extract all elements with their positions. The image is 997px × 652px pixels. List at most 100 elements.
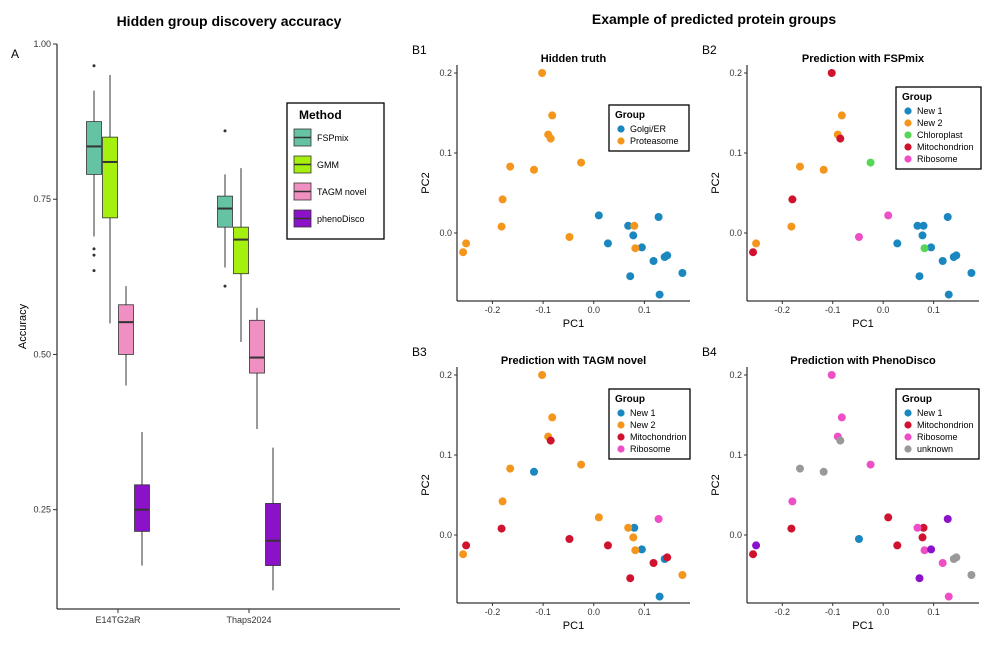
y-axis-label: PC2 [420, 474, 432, 495]
panel-title: Hidden truth [541, 53, 607, 65]
y-tick-label: 0.0 [439, 530, 452, 540]
y-tick-label: 0.0 [439, 228, 452, 238]
panel-title: Prediction with PhenoDisco [790, 355, 936, 367]
box-outlier [223, 129, 227, 133]
legend-key [904, 433, 912, 441]
scatter-point [927, 243, 936, 252]
box-iqr [118, 304, 134, 355]
scatter-point [920, 546, 929, 555]
scatter-point [538, 69, 547, 77]
x-tick-label: 0.0 [877, 305, 890, 315]
legend-label: Ribosome [917, 432, 958, 442]
scatter-point [546, 436, 555, 445]
scatter-point [497, 222, 506, 231]
y-tick-label: 0.2 [729, 370, 742, 380]
scatter-point [938, 257, 947, 265]
x-tick-label: -0.2 [775, 305, 791, 315]
scatter-point [678, 269, 687, 277]
y-axis-label: PC2 [710, 172, 722, 193]
scatter-point [654, 515, 663, 523]
scatter-point [624, 221, 633, 230]
legend-key [904, 445, 912, 453]
y-tick-label: 0.0 [729, 530, 742, 540]
panel-b2-scatter: B2 Prediction with FSPmix -0.2 -0.1 0.0 0.1 0.… [702, 43, 982, 330]
y-axis-label: PC2 [710, 474, 722, 495]
legend-label: New 1 [917, 106, 943, 116]
legend-key [904, 119, 912, 127]
legend-key [617, 409, 625, 417]
box-iqr [265, 503, 281, 566]
scatter-point [497, 524, 506, 533]
scatter-point [594, 211, 603, 220]
scatter-point [594, 513, 603, 522]
legend-label: unknown [917, 444, 953, 454]
legend-title: Group [902, 92, 932, 103]
x-tick-label: -0.2 [485, 607, 501, 617]
box-iqr [102, 136, 118, 219]
x-axis-label: PC1 [852, 318, 873, 330]
scatter-point [943, 515, 952, 523]
scatter-point [654, 213, 663, 221]
y-tick-label: 0.75 [33, 194, 51, 204]
legend-label: Golgi/ER [630, 124, 667, 134]
scatter-point [498, 195, 507, 204]
scatter-point [538, 371, 547, 379]
box-outlier [92, 253, 96, 257]
legend-label: FSPmix [317, 133, 349, 143]
legend-label: Proteasome [630, 136, 679, 146]
scatter-point [854, 535, 863, 543]
legend-title: Method [299, 108, 342, 122]
scatter-point [884, 513, 893, 522]
y-tick-label: 0.1 [439, 148, 452, 158]
right-figure-title: Example of predicted protein groups [592, 11, 836, 27]
scatter-point [637, 243, 646, 252]
scatter-point [626, 574, 635, 583]
legend-title: Group [902, 394, 932, 405]
legend-label: New 1 [917, 408, 943, 418]
scatter-point [629, 231, 638, 240]
scatter-point [506, 464, 515, 473]
x-tick-label: -0.1 [535, 305, 551, 315]
scatter-point [577, 460, 586, 469]
legend-key [617, 125, 625, 133]
scatter-point [893, 541, 902, 550]
scatter-point [938, 559, 947, 567]
scatter-point [967, 571, 976, 579]
legend-box [895, 86, 982, 170]
box-iqr [86, 121, 102, 175]
scatter-point [749, 550, 758, 559]
legend-key [904, 421, 912, 429]
scatter-point [795, 464, 804, 473]
scatter-point [819, 165, 828, 174]
scatter-point [788, 497, 797, 506]
box-outlier [92, 269, 96, 273]
panel-title: Prediction with FSPmix [802, 53, 925, 65]
scatter-point [459, 550, 468, 559]
scatter-point [944, 290, 953, 299]
scatter-point [795, 162, 804, 171]
y-tick-label: 0.2 [729, 68, 742, 78]
scatter-point [918, 533, 927, 542]
legend-label: New 2 [917, 118, 943, 128]
scatter-point [631, 546, 640, 555]
panel-label: B1 [412, 43, 427, 57]
scatter-point [827, 371, 836, 379]
scatter-point [827, 69, 836, 77]
scatter-point [506, 162, 515, 171]
x-tick-label: Thaps2024 [226, 615, 271, 625]
scatter-point [884, 211, 893, 220]
scatter-point [603, 541, 612, 550]
scatter-point [854, 233, 863, 241]
legend-key [617, 137, 625, 145]
x-axis-label: PC1 [852, 620, 873, 632]
scatter-point [944, 592, 953, 601]
scatter-point [548, 413, 557, 422]
scatter-point [649, 559, 658, 567]
scatter-point [637, 545, 646, 554]
panel-b4-scatter: B4 Prediction with PhenoDisco -0.2 -0.1 0.0 0… [702, 345, 980, 632]
scatter-point [548, 111, 557, 120]
scatter-point [837, 413, 846, 422]
x-tick-label: 0.1 [638, 607, 651, 617]
scatter-point [915, 574, 924, 583]
